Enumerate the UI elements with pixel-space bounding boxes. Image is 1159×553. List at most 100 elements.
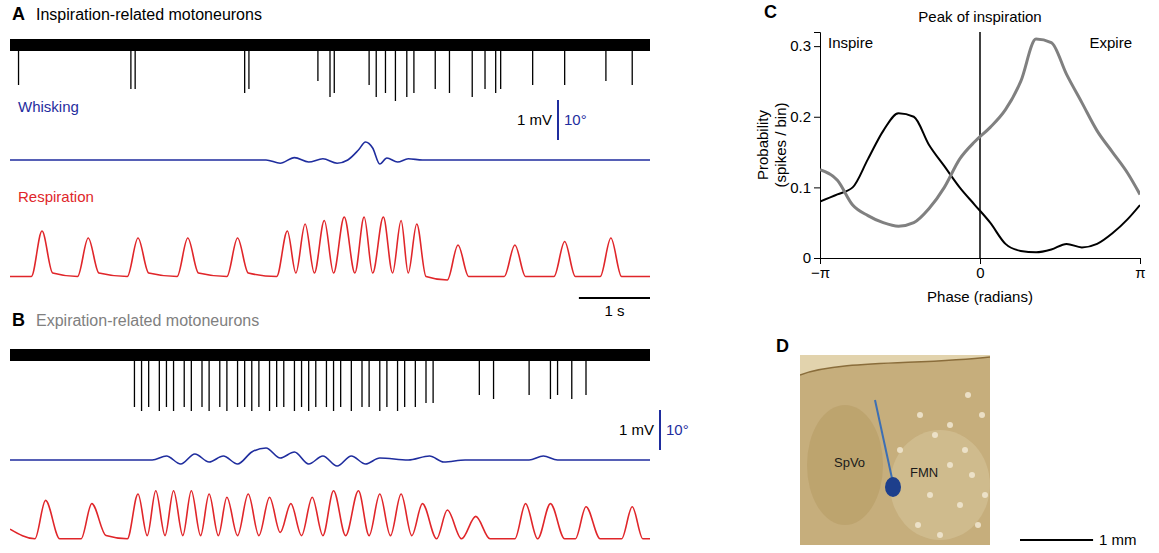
spike xyxy=(376,39,377,97)
spike xyxy=(191,349,192,411)
spike xyxy=(484,39,485,89)
spike xyxy=(351,349,352,411)
texture xyxy=(982,492,988,498)
x-axis-tick-label: −π xyxy=(811,264,830,281)
spike xyxy=(201,349,202,407)
series-line xyxy=(820,113,1140,252)
x-axis: −π 0 π xyxy=(811,258,1146,281)
spike xyxy=(571,349,572,399)
scale-bar-label: 10° xyxy=(666,421,689,438)
spike xyxy=(333,349,334,411)
y-axis-tick-mark xyxy=(814,258,820,259)
texture xyxy=(927,492,933,498)
y-axis-tick-label: 0.3 xyxy=(790,37,811,54)
texture xyxy=(947,462,953,468)
spike xyxy=(276,349,277,407)
scale-bar: 10° xyxy=(558,100,587,140)
y-axis-tick-mark xyxy=(814,117,820,118)
scale-bar-line xyxy=(557,100,559,140)
spike xyxy=(415,349,416,407)
spike xyxy=(479,349,480,395)
histology-image xyxy=(800,355,990,545)
trace-label: Whisking xyxy=(18,98,79,115)
trace-line xyxy=(10,142,650,164)
spike xyxy=(269,349,270,411)
tissue-region xyxy=(800,355,990,375)
texture xyxy=(962,447,968,453)
spike xyxy=(605,39,606,81)
x-axis-tick-label: 0 xyxy=(976,264,984,281)
spike xyxy=(248,39,249,89)
y-axis-title: Probability(spikes / bin) xyxy=(754,102,789,187)
spike xyxy=(495,39,496,93)
traces xyxy=(10,349,650,539)
scale-bar-label: 10° xyxy=(564,111,587,128)
x-axis-tick: −π xyxy=(811,258,830,281)
injection-site xyxy=(885,477,901,497)
panel-letter: C xyxy=(764,2,777,22)
x-axis-title: Phase (radians) xyxy=(927,288,1033,305)
spike xyxy=(283,349,284,407)
tissue-border xyxy=(800,357,990,375)
scale-bar: 1 mV xyxy=(517,100,558,140)
scale-bar-label: 1 mV xyxy=(619,421,654,438)
spike xyxy=(340,349,341,407)
spike xyxy=(226,349,227,411)
texture xyxy=(897,447,903,453)
spike xyxy=(326,349,327,407)
texture xyxy=(917,412,923,418)
x-axis-tick: π xyxy=(1135,258,1145,281)
spike xyxy=(361,349,362,407)
spike xyxy=(404,349,405,407)
y-axis-tick: 0.2 xyxy=(790,108,820,125)
trace-line xyxy=(10,448,650,466)
spike xyxy=(435,39,436,89)
spike xyxy=(585,349,586,395)
spike xyxy=(432,349,433,403)
scale-bar-line xyxy=(1020,539,1093,541)
tissue xyxy=(800,355,990,545)
scale-bar-line xyxy=(557,100,559,140)
spike xyxy=(379,349,380,411)
spike xyxy=(135,39,136,89)
scale-bar-line xyxy=(659,410,661,450)
spike xyxy=(385,39,386,93)
spike xyxy=(493,349,494,399)
annotation: Peak of inspiration xyxy=(918,8,1041,25)
panel-letter: A xyxy=(12,4,25,24)
spike xyxy=(472,39,473,97)
noise-band xyxy=(10,349,650,361)
tract xyxy=(875,400,893,483)
spike xyxy=(258,349,259,407)
spike xyxy=(557,349,558,395)
spike xyxy=(244,39,245,93)
texture xyxy=(979,412,985,418)
series-line xyxy=(820,39,1140,226)
panel-title: Inspiration-related motoneurons xyxy=(36,6,262,23)
texture xyxy=(965,392,971,398)
spike xyxy=(208,349,209,411)
spike xyxy=(237,349,238,407)
y-axis-tick-label: 0.1 xyxy=(790,179,811,196)
y-axis-title-line: Probability xyxy=(754,109,771,180)
x-axis-tick: 0 xyxy=(976,258,984,281)
spike xyxy=(368,349,369,407)
texture xyxy=(915,522,921,528)
y-axis-tick: 0.1 xyxy=(790,179,820,196)
spike xyxy=(184,349,185,407)
spike xyxy=(294,349,295,411)
region-label: FMN xyxy=(910,465,938,480)
y-axis-title-line: (spikes / bin) xyxy=(772,102,789,187)
figure: A Inspiration-related motoneurons Whisking… xyxy=(0,0,1159,553)
spike xyxy=(141,349,142,411)
y-axis-line xyxy=(814,33,821,259)
x-axis-tick-label: π xyxy=(1135,264,1145,281)
spike xyxy=(500,39,501,89)
spike xyxy=(317,39,318,81)
spike xyxy=(334,39,335,93)
panel-trace: BExpiration-related motoneurons1 mV10° xyxy=(10,310,689,539)
panel-line-chart: C −π 0 π0 0.1 0.2 0.3 Phase (radians) Probabilit… xyxy=(754,2,1146,305)
texture xyxy=(969,472,975,478)
y-axis-tick: 0.3 xyxy=(790,37,820,54)
spike xyxy=(397,349,398,411)
